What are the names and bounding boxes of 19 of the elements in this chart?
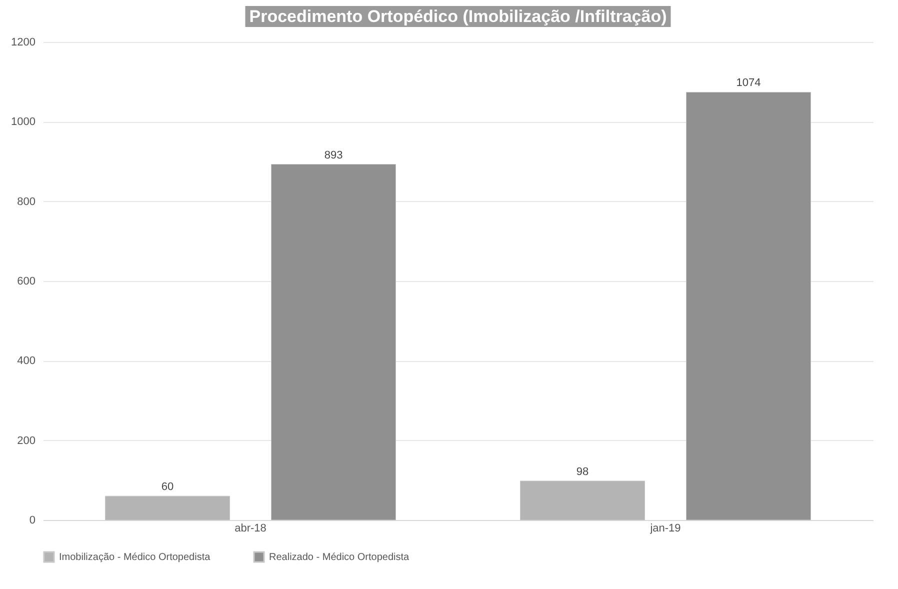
bar (105, 496, 230, 520)
bar (686, 92, 811, 520)
x-tick-label: abr-18 (234, 522, 266, 534)
y-tick-label: 600 (17, 276, 36, 288)
y-tick-label: 800 (17, 196, 36, 208)
y-tick-label: 400 (17, 355, 36, 368)
y-tick-label: 0 (29, 514, 36, 526)
legend-label: Realizado - Médico Ortopedista (269, 552, 410, 563)
data-label: 1074 (736, 77, 761, 90)
y-tick-label: 1000 (11, 116, 36, 128)
x-tick-label: jan-19 (649, 522, 681, 534)
data-label: 98 (576, 466, 589, 478)
y-tick-label: 200 (17, 434, 36, 447)
y-tick-label: 1200 (11, 36, 36, 48)
data-label: 893 (324, 149, 343, 162)
legend-label: Imobilização - Médico Ortopedista (59, 552, 211, 563)
data-label: 60 (161, 481, 174, 494)
bar (271, 164, 396, 520)
bar (520, 480, 645, 520)
